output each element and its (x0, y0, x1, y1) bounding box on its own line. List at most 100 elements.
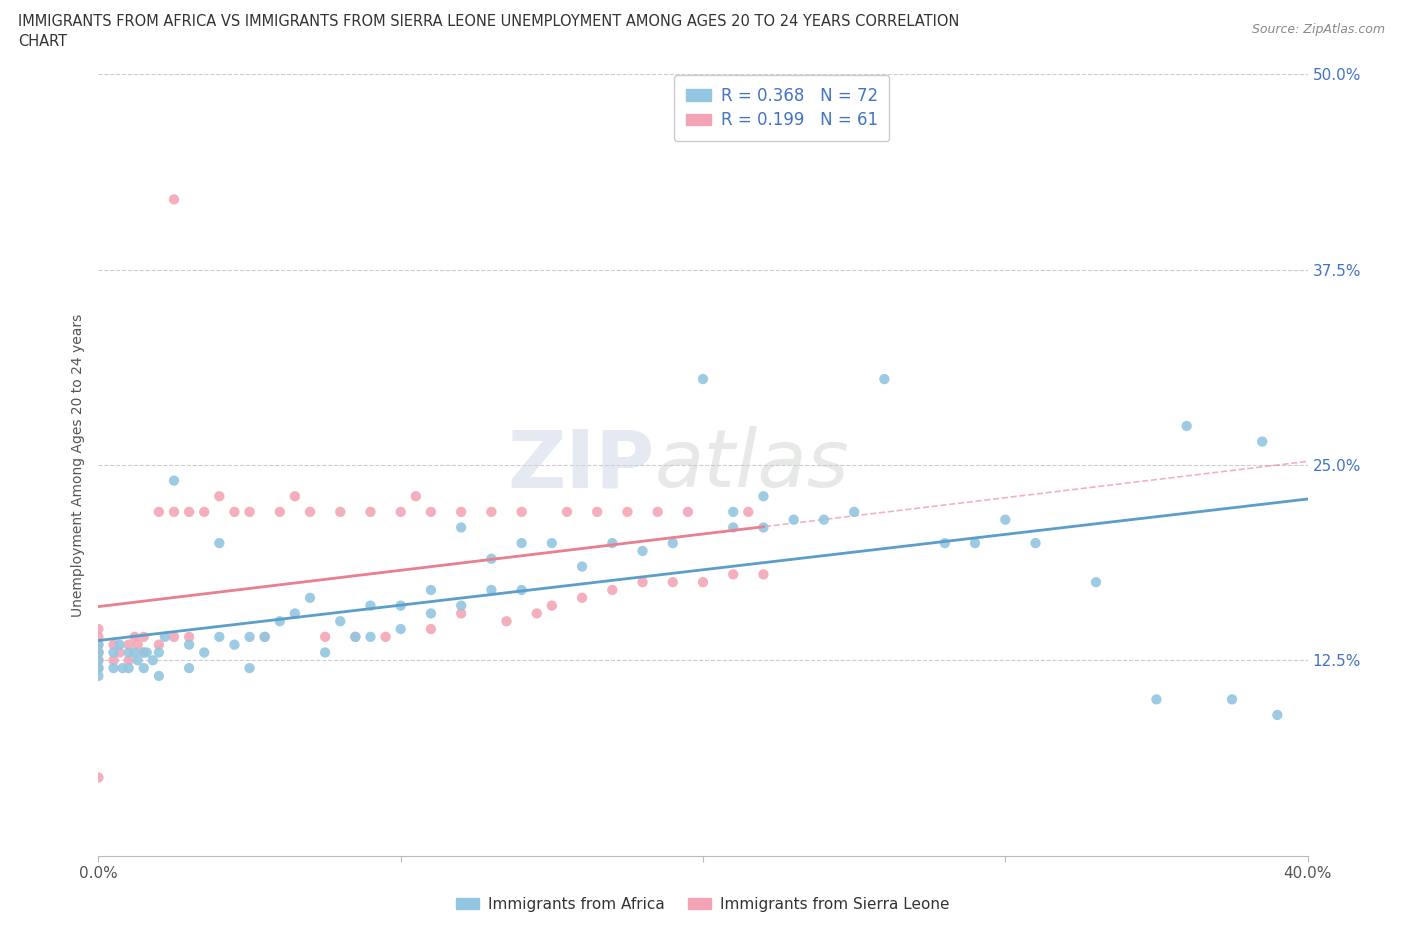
Point (299, 504, 322, 519)
Point (132, 660, 155, 675)
Point (87, 660, 110, 675)
Point (118, 660, 141, 675)
Point (314, 630, 336, 644)
Point (752, 489, 775, 504)
Point (1024, 536, 1046, 551)
Point (148, 637, 170, 652)
Point (103, 653, 125, 668)
Point (616, 504, 638, 519)
Text: ZIP: ZIP (508, 426, 655, 504)
Point (965, 536, 987, 551)
Point (540, 598, 562, 613)
Point (253, 630, 276, 644)
Point (179, 630, 201, 644)
Point (127, 653, 149, 668)
Point (239, 630, 262, 644)
Point (571, 591, 593, 605)
Legend: R = 0.368   N = 72, R = 0.199   N = 61: R = 0.368 N = 72, R = 0.199 N = 61 (673, 75, 890, 141)
Point (163, 504, 186, 519)
Point (844, 504, 866, 519)
Point (132, 630, 155, 644)
Point (108, 645, 131, 660)
Point (208, 536, 231, 551)
Point (87, 645, 110, 660)
Point (1251, 434, 1274, 449)
Point (510, 504, 533, 519)
Point (269, 504, 291, 519)
Point (1267, 708, 1289, 723)
Text: atlas: atlas (655, 426, 849, 504)
Point (360, 598, 382, 613)
Point (135, 645, 157, 660)
Point (389, 621, 412, 636)
Point (737, 504, 759, 519)
Point (103, 645, 125, 660)
Point (87, 645, 110, 660)
Point (420, 504, 443, 519)
Point (873, 372, 896, 387)
Point (934, 536, 956, 551)
Point (87, 653, 110, 668)
Point (148, 504, 170, 519)
Point (555, 504, 578, 519)
Point (163, 192, 186, 206)
Point (118, 653, 141, 668)
Legend: Immigrants from Africa, Immigrants from Sierra Leone: Immigrants from Africa, Immigrants from … (450, 891, 956, 918)
Point (389, 598, 412, 613)
Point (631, 543, 654, 558)
Point (692, 575, 714, 590)
Point (450, 504, 472, 519)
Point (510, 536, 533, 551)
Point (124, 645, 146, 660)
Point (602, 536, 624, 551)
Text: IMMIGRANTS FROM AFRICA VS IMMIGRANTS FROM SIERRA LEONE UNEMPLOYMENT AMONG AGES 2: IMMIGRANTS FROM AFRICA VS IMMIGRANTS FRO… (18, 14, 960, 29)
Point (299, 591, 322, 605)
Point (87, 770, 110, 785)
Point (360, 504, 382, 519)
Point (87, 621, 110, 636)
Point (148, 669, 170, 684)
Point (87, 637, 110, 652)
Point (994, 512, 1017, 527)
Point (481, 582, 503, 597)
Point (752, 567, 775, 582)
Point (87, 637, 110, 652)
Point (723, 520, 745, 535)
Point (692, 372, 714, 387)
Point (224, 504, 246, 519)
Point (179, 637, 201, 652)
Point (661, 536, 683, 551)
Point (1085, 575, 1108, 590)
Point (163, 473, 186, 488)
Point (540, 536, 562, 551)
Point (87, 653, 110, 668)
Point (526, 606, 548, 621)
Point (420, 621, 443, 636)
Point (450, 520, 472, 535)
Point (127, 637, 149, 652)
Point (132, 645, 155, 660)
Point (420, 606, 443, 621)
Point (269, 614, 291, 629)
Point (450, 598, 472, 613)
Point (108, 637, 131, 652)
Point (87, 660, 110, 675)
Point (118, 645, 141, 660)
Point (132, 645, 155, 660)
Point (124, 630, 146, 644)
Point (208, 489, 231, 504)
Point (1220, 692, 1243, 707)
Point (314, 645, 336, 660)
Point (344, 630, 367, 644)
Point (103, 637, 125, 652)
Point (647, 504, 669, 519)
Point (148, 645, 170, 660)
Point (193, 504, 215, 519)
Point (374, 630, 396, 644)
Point (676, 504, 699, 519)
Point (723, 567, 745, 582)
Point (103, 660, 125, 675)
Y-axis label: Unemployment Among Ages 20 to 24 years: Unemployment Among Ages 20 to 24 years (70, 313, 84, 617)
Text: Source: ZipAtlas.com: Source: ZipAtlas.com (1251, 23, 1385, 36)
Point (344, 630, 367, 644)
